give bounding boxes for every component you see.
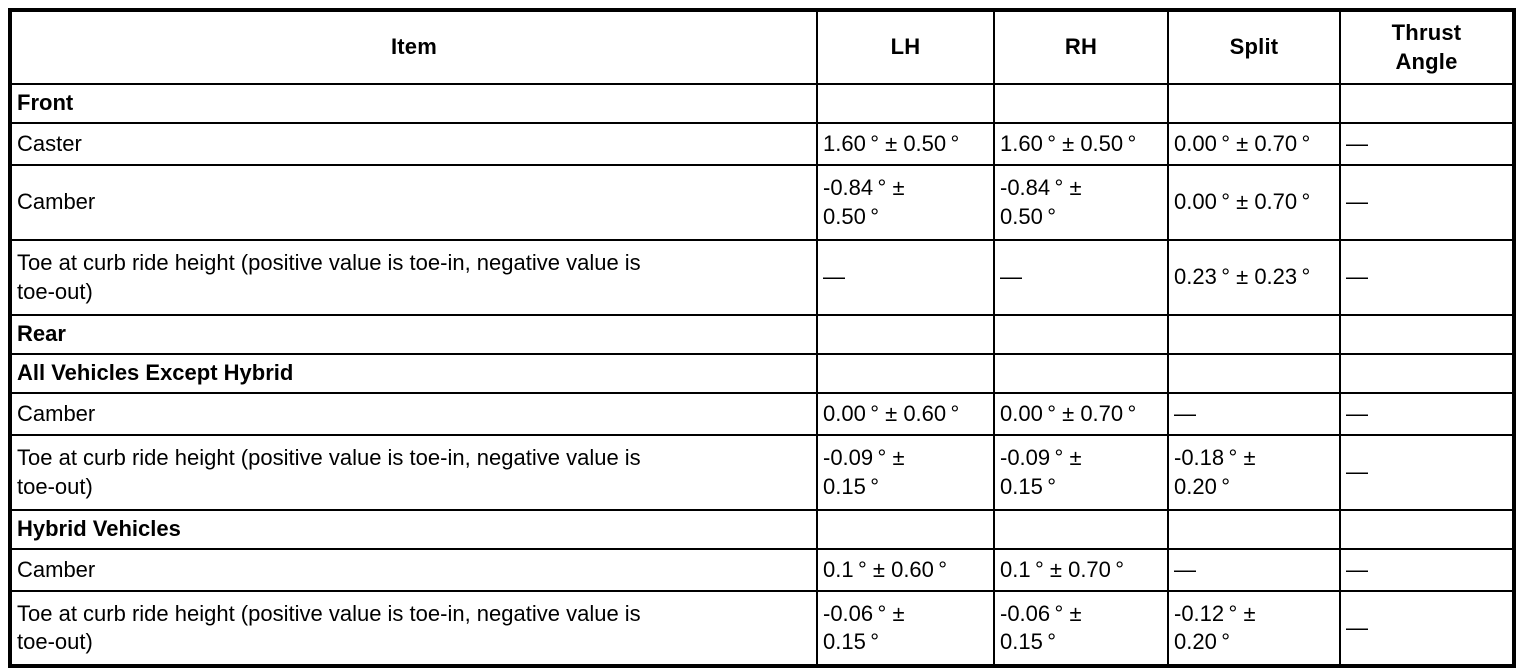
section-label: Hybrid Vehicles bbox=[9, 509, 818, 550]
split-cell: — bbox=[1167, 392, 1341, 436]
empty-cell bbox=[993, 83, 1169, 124]
split-cell: 0.00 ° ± 0.70 ° bbox=[1167, 122, 1341, 166]
empty-cell bbox=[1167, 83, 1341, 124]
table-row-hybrid-toe: Toe at curb ride height (positive value … bbox=[9, 590, 1515, 667]
section-label: Rear bbox=[9, 314, 818, 355]
empty-cell bbox=[1167, 314, 1341, 355]
lh-cell: -0.09 ° ± 0.15 ° bbox=[816, 434, 995, 511]
split-cell: — bbox=[1167, 548, 1341, 592]
empty-cell bbox=[816, 509, 995, 550]
column-header-lh: LH bbox=[816, 9, 995, 85]
empty-cell bbox=[993, 314, 1169, 355]
thrust-angle-cell: — bbox=[1339, 434, 1515, 511]
rh-cell: 0.00 ° ± 0.70 ° bbox=[993, 392, 1169, 436]
empty-cell bbox=[993, 353, 1169, 394]
item-cell: Toe at curb ride height (positive value … bbox=[9, 239, 818, 316]
empty-cell bbox=[1339, 314, 1515, 355]
thrust-angle-cell: — bbox=[1339, 239, 1515, 316]
item-cell: Camber bbox=[9, 392, 818, 436]
rh-cell: 0.1 ° ± 0.70 ° bbox=[993, 548, 1169, 592]
split-cell: 0.23 ° ± 0.23 ° bbox=[1167, 239, 1341, 316]
column-header-split: Split bbox=[1167, 9, 1341, 85]
empty-cell bbox=[1339, 509, 1515, 550]
item-cell: Camber bbox=[9, 164, 818, 241]
lh-cell: -0.06 ° ± 0.15 ° bbox=[816, 590, 995, 667]
wheel-alignment-spec-table: Item LH RH Split Thrust Angle Front Cast… bbox=[8, 8, 1516, 668]
section-row-front: Front bbox=[9, 83, 1515, 124]
lh-cell: — bbox=[816, 239, 995, 316]
column-header-rh: RH bbox=[993, 9, 1169, 85]
lh-cell: -0.84 ° ± 0.50 ° bbox=[816, 164, 995, 241]
column-header-thrust-angle: Thrust Angle bbox=[1339, 9, 1515, 85]
table-row-front-camber: Camber -0.84 ° ± 0.50 ° -0.84 ° ± 0.50 °… bbox=[9, 164, 1515, 241]
empty-cell bbox=[816, 83, 995, 124]
empty-cell bbox=[1339, 353, 1515, 394]
rh-cell: -0.06 ° ± 0.15 ° bbox=[993, 590, 1169, 667]
section-label: Front bbox=[9, 83, 818, 124]
table-row-nonhybrid-camber: Camber 0.00 ° ± 0.60 ° 0.00 ° ± 0.70 ° —… bbox=[9, 392, 1515, 436]
thrust-angle-cell: — bbox=[1339, 548, 1515, 592]
item-cell: Toe at curb ride height (positive value … bbox=[9, 590, 818, 667]
section-row-hybrid-vehicles: Hybrid Vehicles bbox=[9, 509, 1515, 550]
lh-cell: 1.60 ° ± 0.50 ° bbox=[816, 122, 995, 166]
rh-cell: -0.09 ° ± 0.15 ° bbox=[993, 434, 1169, 511]
thrust-angle-cell: — bbox=[1339, 122, 1515, 166]
thrust-angle-cell: — bbox=[1339, 590, 1515, 667]
thrust-angle-cell: — bbox=[1339, 164, 1515, 241]
rh-cell: — bbox=[993, 239, 1169, 316]
split-cell: 0.00 ° ± 0.70 ° bbox=[1167, 164, 1341, 241]
split-cell: -0.12 ° ± 0.20 ° bbox=[1167, 590, 1341, 667]
table-row-front-caster: Caster 1.60 ° ± 0.50 ° 1.60 ° ± 0.50 ° 0… bbox=[9, 122, 1515, 166]
table-row-hybrid-camber: Camber 0.1 ° ± 0.60 ° 0.1 ° ± 0.70 ° — — bbox=[9, 548, 1515, 592]
lh-cell: 0.00 ° ± 0.60 ° bbox=[816, 392, 995, 436]
item-cell: Toe at curb ride height (positive value … bbox=[9, 434, 818, 511]
empty-cell bbox=[816, 353, 995, 394]
table-row-nonhybrid-toe: Toe at curb ride height (positive value … bbox=[9, 434, 1515, 511]
empty-cell bbox=[1339, 83, 1515, 124]
item-cell: Camber bbox=[9, 548, 818, 592]
section-row-rear: Rear bbox=[9, 314, 1515, 355]
section-row-all-vehicles-except-hybrid: All Vehicles Except Hybrid bbox=[9, 353, 1515, 394]
split-cell: -0.18 ° ± 0.20 ° bbox=[1167, 434, 1341, 511]
header-row: Item LH RH Split Thrust Angle bbox=[9, 9, 1515, 85]
thrust-angle-cell: — bbox=[1339, 392, 1515, 436]
empty-cell bbox=[993, 509, 1169, 550]
rh-cell: -0.84 ° ± 0.50 ° bbox=[993, 164, 1169, 241]
section-label: All Vehicles Except Hybrid bbox=[9, 353, 818, 394]
rh-cell: 1.60 ° ± 0.50 ° bbox=[993, 122, 1169, 166]
column-header-item: Item bbox=[9, 9, 818, 85]
lh-cell: 0.1 ° ± 0.60 ° bbox=[816, 548, 995, 592]
item-cell: Caster bbox=[9, 122, 818, 166]
empty-cell bbox=[1167, 353, 1341, 394]
table-row-front-toe: Toe at curb ride height (positive value … bbox=[9, 239, 1515, 316]
empty-cell bbox=[1167, 509, 1341, 550]
empty-cell bbox=[816, 314, 995, 355]
